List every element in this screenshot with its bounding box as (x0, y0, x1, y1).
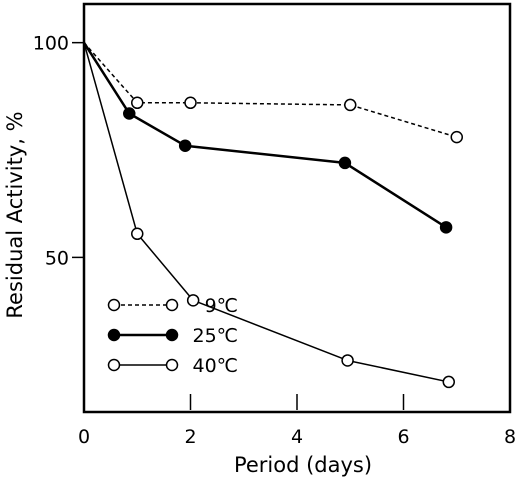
series-0 (83, 42, 463, 144)
data-point (442, 375, 456, 389)
series-1 (82, 41, 453, 234)
x-axis-label: Period (days) (234, 453, 372, 477)
series-line (83, 42, 457, 138)
x-tick-label: 6 (397, 426, 409, 448)
legend-marker (165, 328, 179, 342)
data-point (186, 294, 200, 307)
legend-item: 40℃ (107, 355, 238, 377)
y-tick-label: 50 (45, 247, 69, 269)
x-tick-label: 8 (504, 426, 516, 448)
data-point (131, 96, 144, 110)
legend-marker (165, 358, 179, 372)
legend-item: 9℃ (107, 295, 238, 317)
series-line (82, 41, 447, 229)
legend-item: 25℃ (107, 325, 238, 347)
legend-marker (165, 298, 179, 312)
legend-label: 9℃ (205, 295, 238, 317)
y-axis-label: Residual Activity, % (3, 111, 27, 318)
legend-label: 25℃ (192, 325, 238, 347)
legend-marker (107, 298, 121, 312)
data-point (131, 227, 144, 241)
data-point (184, 96, 197, 110)
data-point (344, 98, 357, 112)
legend-label: 40℃ (192, 355, 238, 377)
data-point (178, 139, 192, 152)
legend: 9℃ 25℃ 40℃ (107, 295, 238, 377)
data-point (341, 354, 354, 367)
data-point (123, 107, 136, 120)
x-tick-label: 2 (184, 426, 196, 448)
data-point (450, 130, 463, 144)
plot-frame (82, 2, 512, 414)
legend-marker (107, 358, 121, 372)
legend-marker (107, 328, 121, 342)
ticks: 0 2 4 6 8 50 100 (33, 33, 516, 448)
x-tick-label: 0 (78, 426, 90, 448)
data-point (439, 221, 453, 234)
data-point (338, 156, 352, 170)
series-group (82, 41, 463, 389)
series-2 (83, 42, 456, 389)
x-tick-label: 4 (291, 426, 303, 448)
y-tick-label: 100 (33, 33, 69, 55)
series-line (83, 42, 449, 383)
